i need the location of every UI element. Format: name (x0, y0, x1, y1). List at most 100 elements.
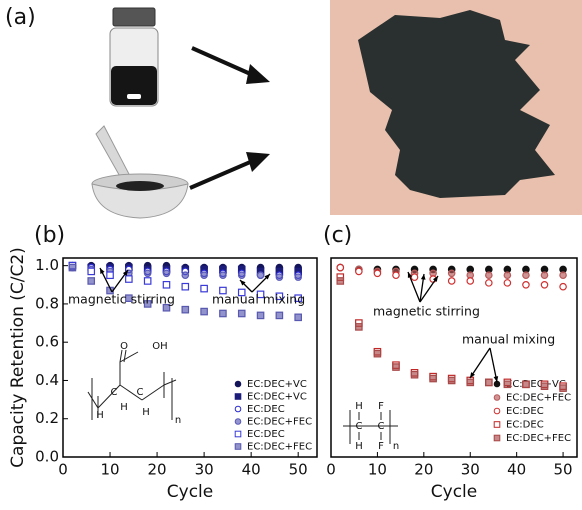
x-axis-label: Cycle (167, 482, 213, 502)
marker (144, 278, 150, 284)
legend-label: EC:DEC+VC (247, 392, 307, 403)
legend-label: EC:DEC+VC (506, 379, 566, 390)
marker (239, 272, 245, 278)
marker (337, 264, 343, 270)
legend-swatch (235, 381, 241, 387)
structure-label: H (120, 402, 128, 413)
structure-label: C (137, 387, 144, 398)
marker (523, 282, 529, 288)
marker (486, 272, 492, 278)
marker (163, 282, 169, 288)
structure-label: H (355, 401, 363, 412)
marker (107, 272, 113, 278)
x-tick-label: 30 (461, 461, 480, 479)
marker (523, 272, 529, 278)
marker (257, 312, 263, 318)
legend-swatch (494, 422, 500, 428)
marker (337, 278, 343, 284)
marker (163, 270, 169, 276)
legend-item: EC:DEC+FEC (494, 433, 571, 444)
marker (541, 272, 547, 278)
structure-bond (142, 385, 164, 400)
legend-swatch (494, 381, 500, 387)
x-tick-label: 40 (242, 461, 261, 479)
structure-label: H (142, 407, 150, 418)
marker (504, 381, 510, 387)
legend-item: EC:DEC+VC (235, 379, 307, 390)
legend-item: EC:DEC (494, 420, 543, 431)
x-tick-label: 30 (195, 461, 214, 479)
y-tick-label: 0.0 (35, 448, 59, 466)
marker (182, 272, 188, 278)
legend-item: EC:DEC+FEC (235, 417, 312, 428)
structure-bond (120, 352, 138, 362)
marker (523, 381, 529, 387)
legend-swatch (494, 408, 500, 414)
annotation: manual mixing (462, 332, 555, 347)
y-tick-label: 0.8 (35, 294, 59, 312)
legend-label: EC:DEC+FEC (506, 393, 571, 404)
arrow (190, 48, 270, 188)
y-tick-label: 1.0 (35, 256, 59, 274)
legend-item: EC:DEC+VC (235, 392, 307, 403)
legend-swatch (494, 435, 500, 441)
legend-label: EC:DEC+FEC (247, 417, 312, 428)
marker (220, 310, 226, 316)
structure-label: C (378, 421, 385, 432)
marker (69, 264, 75, 270)
legend-swatch (494, 395, 500, 401)
marker (448, 270, 454, 276)
y-axis-label: Capacity Retention (C/C2) (8, 247, 28, 468)
marker (541, 383, 547, 389)
x-tick-label: 0 (326, 461, 336, 479)
x-tick-label: 10 (368, 461, 387, 479)
legend-item: EC:DEC+FEC (494, 393, 571, 404)
marker (356, 268, 362, 274)
marker (88, 278, 94, 284)
marker (486, 280, 492, 286)
marker (239, 310, 245, 316)
legend-item: EC:DEC (235, 429, 284, 440)
vial-icon (110, 8, 158, 106)
marker (201, 285, 207, 291)
panel-label: (a) (5, 5, 36, 30)
y-tick-label: 0.2 (35, 409, 59, 427)
marker (467, 379, 473, 385)
legend-swatch (235, 419, 241, 425)
marker (467, 278, 473, 284)
annotation: manual mixing (212, 292, 305, 307)
structure-label: F (378, 401, 384, 412)
marker (144, 270, 150, 276)
marker (486, 379, 492, 385)
structure-label: H (355, 441, 363, 452)
structure-label: n (175, 415, 181, 426)
panel-label: (b) (34, 223, 65, 248)
legend-label: EC:DEC (247, 404, 285, 415)
x-tick-label: 10 (100, 461, 119, 479)
structure-bond (88, 392, 98, 408)
legend-swatch (235, 431, 241, 437)
marker (560, 385, 566, 391)
legend-label: EC:DEC+FEC (247, 442, 312, 453)
legend-label: EC:DEC (506, 406, 544, 417)
annotation: magnetic stirring (373, 304, 480, 319)
panel-label: (c) (323, 223, 352, 248)
x-tick-label: 40 (507, 461, 526, 479)
structure-label: F (378, 441, 384, 452)
legend-label: EC:DEC+VC (247, 379, 307, 390)
legend-label: EC:DEC (247, 429, 285, 440)
marker (393, 272, 399, 278)
y-tick-label: 0.4 (35, 371, 59, 389)
marker (220, 272, 226, 278)
marker (541, 282, 547, 288)
x-tick-label: 20 (148, 461, 167, 479)
structure-label: O (120, 341, 128, 352)
y-tick-label: 0.6 (35, 333, 59, 351)
marker (182, 306, 188, 312)
marker (201, 308, 207, 314)
marker (182, 284, 188, 290)
marker (411, 372, 417, 378)
marker (430, 375, 436, 381)
marker (276, 274, 282, 280)
marker (295, 274, 301, 280)
